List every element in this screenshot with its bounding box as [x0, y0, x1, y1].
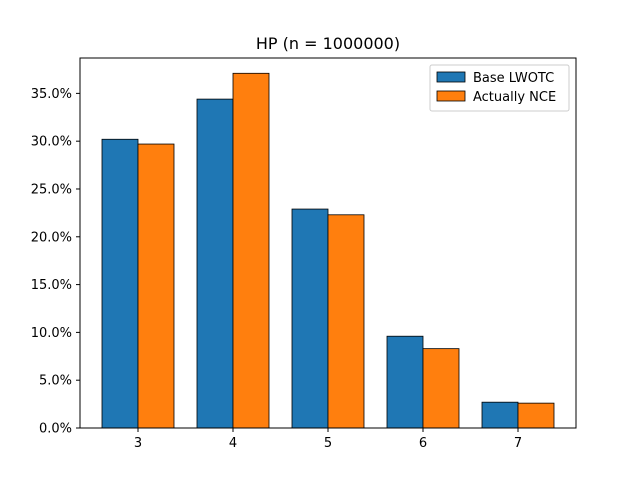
bar-base-lwotc-7 [481, 401, 519, 429]
bar-base-lwotc-6 [386, 335, 424, 429]
bar-actually-nce-4 [232, 72, 270, 429]
bar-actually-nce-7 [517, 402, 555, 429]
y-tick-label: 30.0% [31, 135, 72, 150]
bar-base-lwotc-3 [101, 138, 139, 429]
x-tick-label: 6 [419, 436, 427, 451]
x-tick-label: 4 [229, 436, 237, 451]
y-tick-label: 15.0% [31, 278, 72, 293]
x-tick-label: 7 [514, 436, 522, 451]
bar-actually-nce-6 [422, 348, 460, 429]
y-tick-label: 25.0% [31, 182, 72, 197]
legend-label-actually-nce: Actually NCE [473, 90, 556, 105]
plot-frame [79, 57, 577, 429]
legend-label-base-lwotc: Base LWOTC [473, 71, 554, 86]
chart-title: HP (n = 1000000) [256, 34, 400, 53]
bar-base-lwotc-5 [291, 208, 329, 429]
x-axis: 3 4 5 6 7 [134, 428, 522, 451]
bars-group [101, 72, 555, 429]
bar-actually-nce-5 [327, 214, 365, 429]
bar-actually-nce-3 [137, 143, 175, 429]
y-tick-label: 35.0% [31, 87, 72, 102]
y-tick-label: 5.0% [39, 374, 72, 389]
x-tick-label: 5 [324, 436, 332, 451]
x-tick-label: 3 [134, 436, 142, 451]
legend-swatch-actually-nce [436, 90, 466, 102]
bar-base-lwotc-4 [196, 98, 234, 429]
y-tick-label: 10.0% [31, 326, 72, 341]
y-tick-label: 20.0% [31, 230, 72, 245]
legend: Base LWOTC Actually NCE [429, 64, 570, 112]
legend-swatch-base-lwotc [436, 71, 466, 83]
y-tick-label: 0.0% [39, 422, 72, 437]
y-axis: 0.0% 5.0% 10.0% 15.0% 20.0% 25.0% 30.0% 35.0% [31, 87, 80, 437]
